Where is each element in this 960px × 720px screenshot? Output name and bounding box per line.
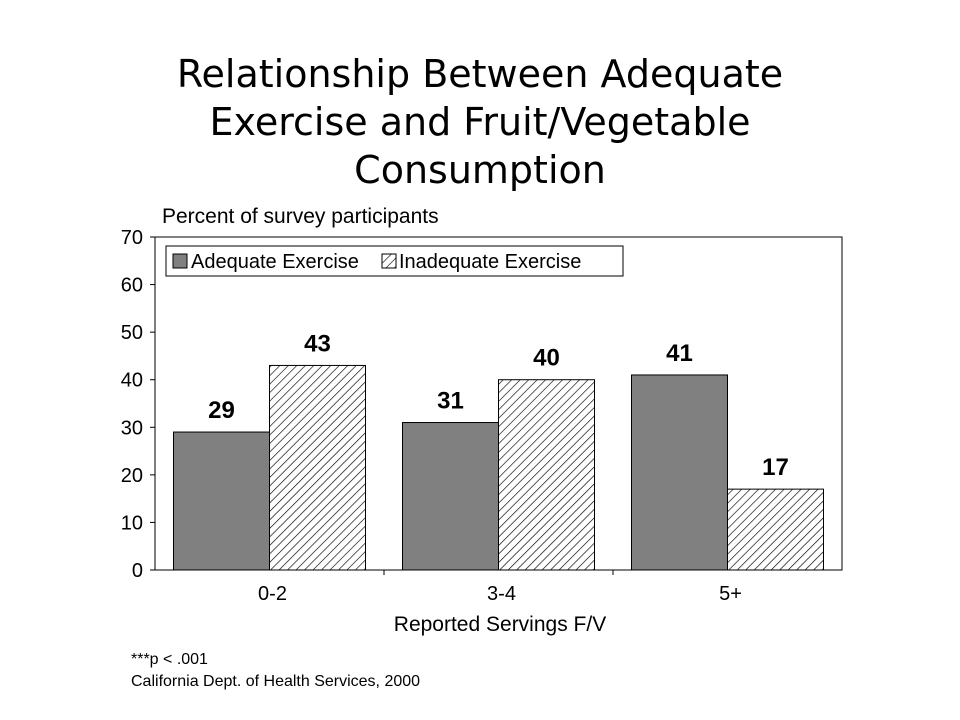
x-tick-label: 3-4 — [487, 583, 516, 605]
y-tick-label: 60 — [121, 275, 143, 297]
source-note: California Dept. of Health Services, 200… — [131, 673, 421, 690]
data-label: 43 — [304, 330, 331, 357]
y-tick-label: 70 — [121, 227, 143, 249]
legend-label: Adequate Exercise — [191, 251, 359, 273]
y-axis-label: Percent of survey participants — [162, 205, 439, 228]
chart-title-line-3: Consumption — [354, 148, 606, 192]
legend: Adequate Exercise Inadequate Exercise — [165, 245, 624, 277]
y-tick-label: 20 — [121, 465, 143, 487]
bar-inadequate-2 — [727, 488, 824, 571]
data-label: 31 — [437, 388, 464, 415]
bar-adequate-2 — [631, 374, 728, 571]
chart-title: Relationship Between Adequate Exercise a… — [0, 50, 960, 194]
y-tick-label: 30 — [121, 417, 143, 439]
x-tick-label: 5+ — [719, 583, 742, 605]
data-label: 17 — [762, 454, 789, 481]
y-axis: 0 10 20 30 40 50 60 70 — [121, 227, 155, 582]
legend-label: Inadequate Exercise — [399, 251, 581, 273]
x-axis-label: Reported Servings F/V — [393, 613, 607, 636]
data-label: 41 — [666, 340, 693, 367]
chart-title-line-1: Relationship Between Adequate — [176, 52, 784, 96]
bar-inadequate-1 — [498, 379, 595, 571]
legend-swatch — [172, 253, 188, 269]
chart-title-line-2: Exercise and Fruit/Vegetable — [209, 100, 751, 144]
bar-adequate-0 — [173, 431, 270, 571]
x-axis: 0-2 3-4 5+ — [258, 570, 742, 605]
data-label: 29 — [208, 397, 235, 424]
bar-adequate-1 — [402, 422, 499, 571]
y-tick-label: 50 — [121, 322, 143, 344]
y-tick-label: 0 — [132, 560, 143, 582]
data-label: 40 — [533, 345, 560, 372]
legend-swatch — [381, 253, 397, 269]
y-tick-label: 10 — [121, 512, 143, 534]
bars: 29 43 31 40 41 17 — [173, 330, 824, 571]
legend-box — [165, 245, 624, 277]
bar-inadequate-0 — [269, 364, 366, 571]
x-tick-label: 0-2 — [258, 583, 287, 605]
significance-note: ***p < .001 — [131, 651, 208, 668]
y-tick-label: 40 — [121, 370, 143, 392]
